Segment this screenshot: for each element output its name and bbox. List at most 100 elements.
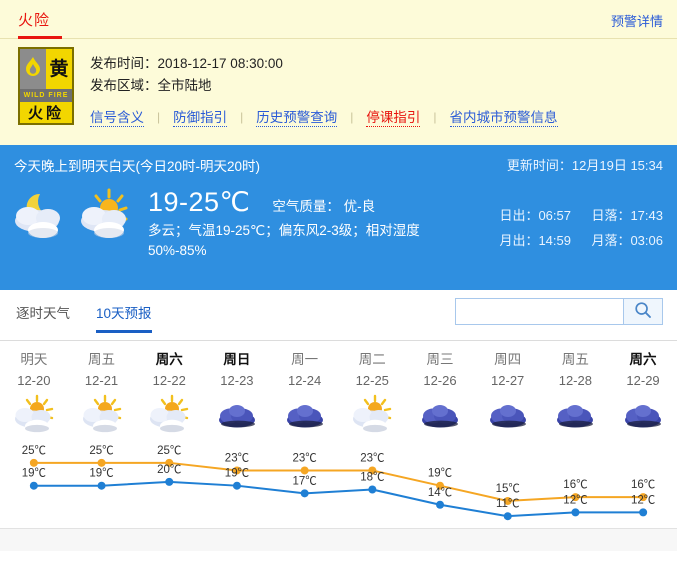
low-temp-label: 19℃ — [225, 468, 250, 480]
day-name: 周一 — [291, 352, 319, 367]
link-separator: | — [433, 109, 437, 124]
forecast-col[interactable]: 周二 12-25 — [338, 349, 406, 391]
forecast-tabs-row: 逐时天气 10天预报 — [0, 290, 677, 341]
high-temp-point[interactable] — [300, 466, 309, 475]
low-temp-point[interactable] — [165, 477, 174, 486]
day-name: 周六 — [629, 352, 657, 367]
high-temp-point[interactable] — [639, 493, 648, 502]
sun-moon-times: 日出：06:57 日落：17:43 月出：14:59 月落：03:06 — [499, 203, 663, 253]
cloudy-icon — [214, 394, 260, 437]
search-icon — [634, 301, 652, 322]
day-name: 周二 — [358, 352, 386, 367]
forecast-col[interactable]: 周三 12-26 — [406, 349, 474, 391]
day-name: 周四 — [494, 352, 522, 367]
link-separator: | — [240, 109, 244, 124]
partly-cloudy-icon — [146, 394, 192, 437]
forecast-icon-cell — [338, 394, 406, 437]
day-date: 12-28 — [558, 373, 592, 388]
high-temp-point[interactable] — [29, 458, 38, 467]
forecast-col[interactable]: 周六 12-29 — [609, 349, 677, 391]
flame-icon — [20, 49, 46, 89]
moon-cloud-icon — [10, 188, 68, 243]
low-temp-label: 18℃ — [360, 472, 385, 484]
partly-cloudy-icon — [349, 394, 395, 437]
low-temp-point[interactable] — [232, 481, 241, 490]
day-date: 12-23 — [220, 373, 254, 388]
forecast-col[interactable]: 周五 12-28 — [542, 349, 610, 391]
weather-description: 多云；气温19-25℃；偏东风2-3级；相对湿度50%-85% — [148, 223, 420, 258]
tab-hourly-weather[interactable]: 逐时天气 — [16, 306, 70, 321]
low-temp-point[interactable] — [503, 512, 512, 521]
forecast-col[interactable]: 周五 12-21 — [68, 349, 136, 391]
search-button[interactable] — [623, 298, 663, 325]
forecast-icon-cell — [0, 394, 68, 435]
forecast-icon-cell — [609, 395, 677, 435]
high-temp-point[interactable] — [232, 466, 241, 475]
link-history-query[interactable]: 历史预警查询 — [256, 106, 338, 127]
sun-cloud-icon — [76, 188, 134, 243]
partly-cloudy-icon — [79, 394, 125, 437]
low-temp-label: 14℃ — [428, 487, 453, 499]
day-name: 周日 — [223, 352, 251, 367]
forecast-col[interactable]: 明天 12-20 — [0, 349, 68, 391]
forecast-icon-cell — [203, 395, 271, 435]
forecast-period-title: 今天晚上到明天白天(今日20时-明天20时) — [14, 159, 261, 174]
day-name: 周五 — [88, 352, 116, 367]
low-temp-label: 12℃ — [563, 494, 588, 506]
search-box — [455, 298, 663, 325]
high-temp-label: 15℃ — [496, 483, 521, 495]
low-temp-point[interactable] — [639, 508, 648, 517]
tab-10day-forecast[interactable]: 10天预报 — [96, 302, 152, 333]
search-input[interactable] — [455, 298, 623, 325]
high-temp-point[interactable] — [368, 466, 377, 475]
forecast-col[interactable]: 周日 12-23 — [203, 349, 271, 391]
link-separator: | — [157, 109, 161, 124]
link-defense-guide[interactable]: 防御指引 — [173, 106, 228, 127]
badge-top-row: 黄 — [20, 49, 72, 89]
forecast-col[interactable]: 周六 12-22 — [135, 349, 203, 391]
low-temp-point[interactable] — [97, 481, 106, 490]
warning-area: 发布区域：全市陆地 — [90, 78, 212, 93]
day-date: 12-27 — [491, 373, 525, 388]
high-temp-label: 23℃ — [225, 452, 250, 464]
moonset-time: 月落：03:06 — [591, 233, 663, 248]
air-quality: 空气质量： 优-良 — [272, 199, 376, 214]
sunrise-time: 日出：06:57 — [499, 208, 571, 223]
forecast-day-headers: 明天 12-20 周五 12-21 周六 12-22 周日 12-23 周一 1… — [0, 341, 677, 391]
low-temp-point[interactable] — [29, 481, 38, 490]
forecast-col[interactable]: 周一 12-24 — [271, 349, 339, 391]
day-name: 周三 — [426, 352, 454, 367]
high-temp-point[interactable] — [571, 493, 580, 502]
low-temp-point[interactable] — [436, 500, 445, 509]
badge-cn-label: 火险 — [20, 102, 72, 123]
low-temp-point[interactable] — [368, 485, 377, 494]
high-temp-line — [33, 461, 644, 502]
link-province-warnings[interactable]: 省内城市预警信息 — [449, 106, 558, 127]
forecast-icon-cell — [68, 394, 136, 437]
high-temp-point[interactable] — [503, 496, 512, 505]
forecast-icon-cell — [271, 395, 339, 435]
current-forecast-panel: 今天晚上到明天白天(今日20时-明天20时) 更新时间：12月19日 15:34 — [0, 145, 677, 290]
tab-fire-risk[interactable]: 火险 — [18, 12, 51, 29]
low-temp-label: 20℃ — [157, 464, 182, 476]
link-class-suspension[interactable]: 停课指引 — [366, 106, 421, 127]
day-date: 12-20 — [17, 373, 51, 388]
warning-issue-time: 发布时间：2018-12-17 08:30:00 — [90, 56, 283, 71]
low-temp-label: 19℃ — [89, 468, 114, 480]
sunrise-sunset-row: 日出：06:57 日落：17:43 — [499, 203, 663, 228]
high-temp-label: 23℃ — [360, 452, 385, 464]
day-name: 周五 — [561, 352, 589, 367]
forecast-col[interactable]: 周四 12-27 — [474, 349, 542, 391]
low-temp-point[interactable] — [300, 489, 309, 498]
high-temp-point[interactable] — [165, 458, 174, 467]
warning-detail-link[interactable]: 预警详情 — [610, 14, 663, 29]
high-temp-point[interactable] — [97, 458, 106, 467]
day-date: 12-22 — [152, 373, 186, 388]
cloudy-icon — [485, 394, 531, 437]
day-date: 12-21 — [84, 373, 119, 388]
high-temp-point[interactable] — [436, 481, 445, 490]
low-temp-point[interactable] — [571, 508, 580, 517]
link-signal-meaning[interactable]: 信号含义 — [90, 106, 144, 127]
day-date: 12-26 — [423, 373, 457, 388]
day-date: 12-24 — [287, 373, 322, 388]
